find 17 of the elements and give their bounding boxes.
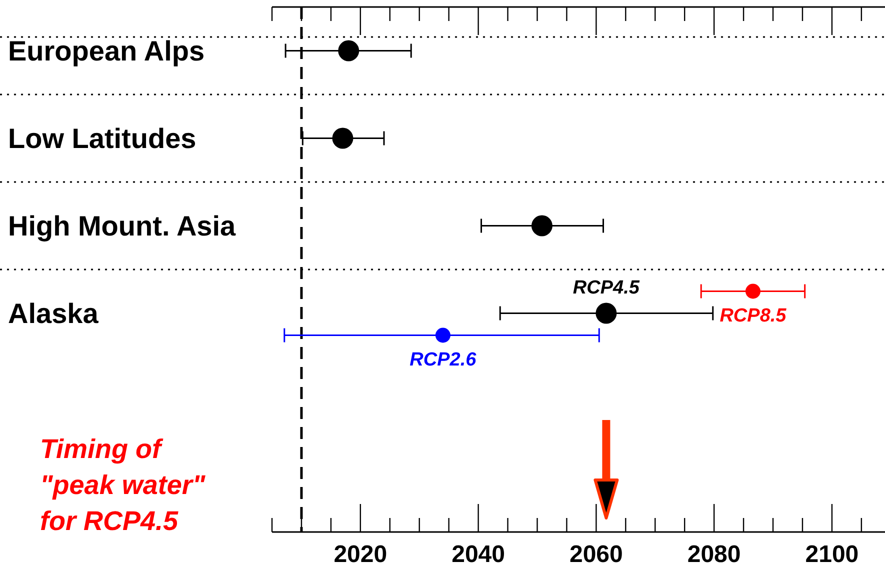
x-tick-label: 2100 [805,541,859,568]
y-tick-label: European Alps [8,35,205,66]
point [332,128,354,149]
point [338,40,360,62]
x-tick-label: 2020 [334,541,388,568]
series-label: RCP8.5 [720,305,787,326]
point [531,215,552,236]
point [596,302,617,324]
y-tick-label: Alaska [8,298,99,329]
y-tick-label: High Mount. Asia [8,210,236,242]
y-tick-label: Low Latitudes [8,122,196,154]
x-tick-label: 2060 [569,541,623,568]
text: Timing of "peak water" for RCP4.5 [40,434,206,536]
series-label: RCP4.5 [572,277,640,298]
x-tick-label: 2080 [687,541,741,568]
series-label: RCP2.6 [410,349,477,370]
x-tick-label: 2040 [452,541,505,568]
